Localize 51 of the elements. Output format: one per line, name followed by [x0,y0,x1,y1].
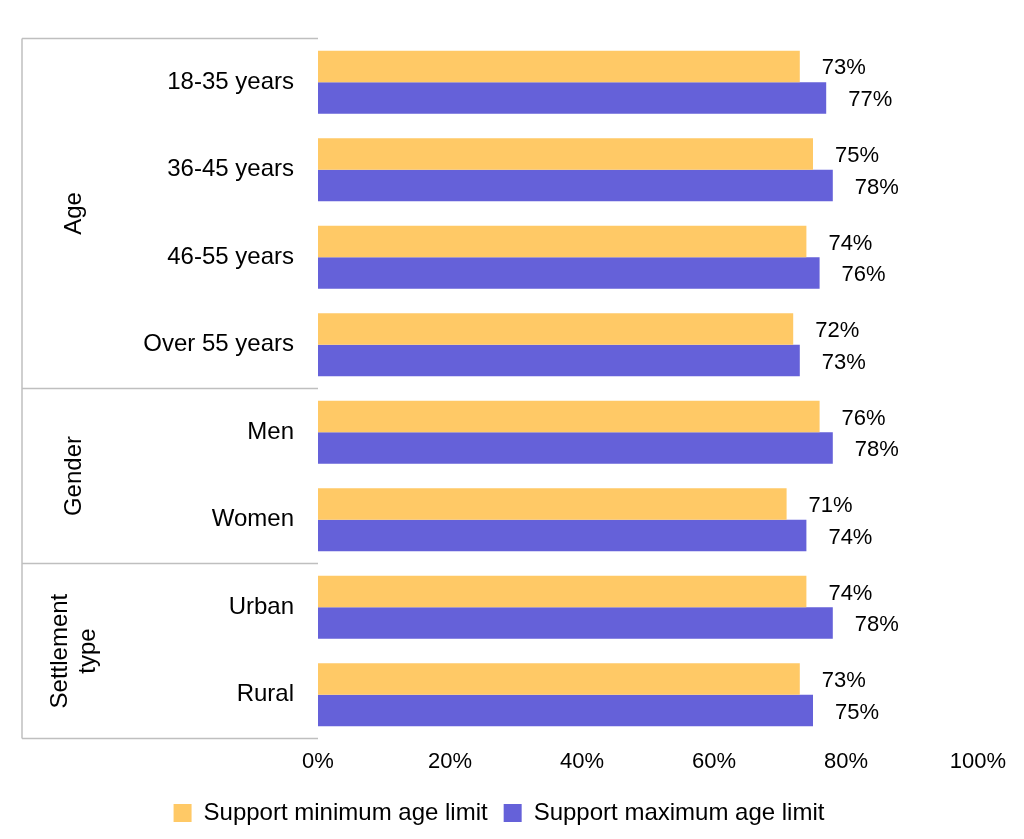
data-label: 73% [821,667,866,693]
data-label: 78% [854,436,899,462]
x-tick-label: 80% [823,747,869,773]
y-tick-label: 18-35 years [167,66,294,94]
bar [318,663,800,695]
y-tick-label: Rural [236,679,294,707]
data-label: 74% [828,523,873,549]
text: Gender [58,435,86,517]
text: Age [58,192,86,235]
bar [318,400,820,433]
bar [318,169,833,202]
data-label: 71% [808,492,853,518]
y-tick-label: 46-55 years [167,241,294,269]
data-label: 75% [835,698,880,724]
bar [318,607,833,639]
bar [318,138,813,170]
x-tick-label: 100% [949,747,1007,773]
bar [318,82,827,114]
y-tick-label: Women [211,504,294,532]
data-label: 77% [848,85,893,111]
data-label: 76% [841,404,886,430]
bar [318,432,833,464]
bar [318,488,787,520]
data-label: 73% [821,348,866,374]
bar [318,575,807,608]
data-label: 74% [828,579,873,605]
bar [318,519,807,552]
y-tick-label: Urban [228,591,294,619]
bar [318,257,820,289]
bar [318,694,813,727]
data-label: 76% [841,261,886,287]
data-label: 73% [821,54,866,80]
data-label: 78% [854,173,899,199]
data-label: 72% [815,317,860,343]
bar [318,50,800,83]
bar [318,344,800,377]
data-label: 75% [835,142,880,167]
x-tick-label: 60% [691,747,737,773]
legend-label: Support minimum age limit [203,797,488,825]
x-tick-label: 40% [559,747,605,773]
legend-label: Support maximum age limit [533,797,825,825]
bar [318,225,807,258]
y-tick-label: 36-45 years [167,154,294,182]
x-tick-label: 20% [427,747,473,773]
text: Settlement type [44,593,100,709]
bar [318,313,794,345]
data-label: 74% [828,229,873,255]
y-tick-label: Men [247,416,294,444]
x-tick-label: 0% [302,747,334,773]
y-tick-label: Over 55 years [143,329,294,357]
data-label: 78% [854,611,899,637]
